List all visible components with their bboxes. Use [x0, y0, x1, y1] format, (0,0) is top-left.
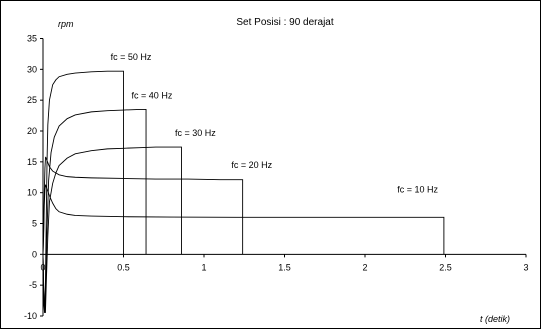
- labels-group: Set Posisi : 90 derajat rpm t (detik) fc…: [58, 17, 510, 324]
- y-tick-label: 5: [32, 219, 37, 229]
- y-axis-label: rpm: [58, 19, 74, 29]
- y-tick-label: 35: [27, 34, 37, 44]
- y-tick-label: 20: [27, 126, 37, 136]
- y-tick-label: -10: [24, 311, 37, 321]
- series-annotation-3: fc = 30 Hz: [175, 128, 216, 138]
- x-tick-label: 2: [362, 262, 367, 272]
- series-annotation-5: fc = 10 Hz: [397, 185, 438, 195]
- y-tick-label: 25: [27, 95, 37, 105]
- x-axis-label: t (detik): [480, 314, 510, 324]
- series-annotation-1: fc = 50 Hz: [111, 52, 152, 62]
- x-tick-label: 1.5: [278, 262, 291, 272]
- series-line-2: [42, 108, 147, 313]
- chart-title: Set Posisi : 90 derajat: [236, 17, 333, 28]
- y-tick-label: 30: [27, 64, 37, 74]
- series-annotation-4: fc = 20 Hz: [231, 160, 272, 170]
- series-annotation-2: fc = 40 Hz: [132, 90, 173, 100]
- x-tick-label: 3: [523, 262, 528, 272]
- series-group: [42, 70, 445, 313]
- x-tick-label: 0.5: [117, 262, 130, 272]
- y-tick-label: 10: [27, 188, 37, 198]
- y-tick-label: 15: [27, 157, 37, 167]
- series-line-5: [42, 184, 445, 255]
- series-line-4: [42, 156, 244, 255]
- series-line-3: [42, 146, 182, 313]
- x-tick-label: 1: [201, 262, 206, 272]
- x-tick-label: 2.5: [439, 262, 452, 272]
- y-tick-label: 0: [32, 249, 37, 259]
- y-tick-label: -5: [29, 280, 37, 290]
